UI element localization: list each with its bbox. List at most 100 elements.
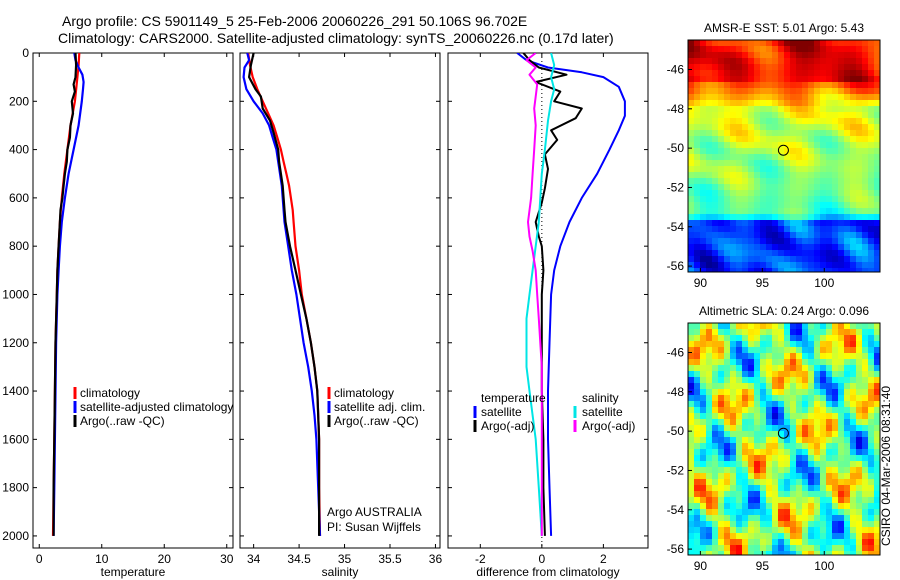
map-cell [718, 64, 724, 70]
map-cell [712, 106, 718, 112]
map-cell [784, 467, 790, 473]
map-cell [688, 208, 694, 214]
map-cell [832, 515, 838, 521]
map-cell [856, 142, 862, 148]
map-cell [856, 94, 862, 100]
map-cell [784, 142, 790, 148]
map-cell [730, 214, 736, 220]
map-cell [796, 527, 802, 533]
map-cell [712, 539, 718, 545]
map-cell [784, 244, 790, 250]
map-cell [862, 88, 868, 94]
map-cell [736, 70, 742, 76]
map-cell [826, 196, 832, 202]
map-cell [868, 130, 874, 136]
map-cell [802, 208, 808, 214]
map-cell [856, 353, 862, 359]
map-cell [820, 467, 826, 473]
map-cell [826, 178, 832, 184]
map-cell [796, 359, 802, 365]
map-cell [766, 515, 772, 521]
map-cell [856, 395, 862, 401]
map-cell [766, 136, 772, 142]
map-cell [832, 262, 838, 268]
map-cell [838, 88, 844, 94]
map-cell [862, 341, 868, 347]
map-cell [742, 533, 748, 539]
map-cell [700, 527, 706, 533]
map-cell [808, 419, 814, 425]
map-cell [820, 353, 826, 359]
y-tick-label: 1600 [2, 432, 29, 446]
map-cell [868, 389, 874, 395]
map-cell [700, 521, 706, 527]
map-cell [838, 136, 844, 142]
map-cell [760, 40, 766, 46]
map-cell [694, 353, 700, 359]
map-cell [712, 166, 718, 172]
map-cell [826, 238, 832, 244]
map-cell [712, 58, 718, 64]
map-cell [718, 94, 724, 100]
temperature-panel: 0 10 20 30020040060080010001200140016001800… [2, 46, 233, 579]
map-cell [844, 377, 850, 383]
map-cell [820, 262, 826, 268]
map-cell [814, 184, 820, 190]
map-cell [754, 238, 760, 244]
map-cell [832, 335, 838, 341]
map-cell [856, 473, 862, 479]
map-cell [706, 329, 712, 335]
map-cell [778, 64, 784, 70]
map-cell [838, 262, 844, 268]
map-cell [718, 142, 724, 148]
map-cell [772, 383, 778, 389]
map-cell [712, 497, 718, 503]
map-cell [844, 335, 850, 341]
map-cell [772, 238, 778, 244]
map-cell [760, 226, 766, 232]
map-cell [820, 323, 826, 329]
map-cell [844, 389, 850, 395]
map-cell [820, 160, 826, 166]
map-cell [856, 455, 862, 461]
map-cell [832, 82, 838, 88]
map-cell [760, 473, 766, 479]
map-cell [808, 232, 814, 238]
map-cell [796, 365, 802, 371]
map-cell [820, 395, 826, 401]
map-cell [838, 335, 844, 341]
map-cell [706, 106, 712, 112]
map-cell [760, 82, 766, 88]
map-cell [850, 220, 856, 226]
map-cell [760, 347, 766, 353]
map-cell [760, 551, 766, 555]
map-cell [766, 184, 772, 190]
map-cell [700, 473, 706, 479]
map-cell [694, 539, 700, 545]
map-cell [718, 124, 724, 130]
map-cell [784, 118, 790, 124]
map-cell [844, 413, 850, 419]
map-cell [706, 485, 712, 491]
map-cell [856, 497, 862, 503]
map-cell [736, 226, 742, 232]
map-cell [856, 491, 862, 497]
map-cell [748, 485, 754, 491]
map-cell [730, 419, 736, 425]
map-cell [874, 196, 880, 202]
map-cell [808, 238, 814, 244]
map-cell [796, 220, 802, 226]
map-cell [796, 383, 802, 389]
map-cell [862, 383, 868, 389]
map-cell [724, 377, 730, 383]
map-cell [802, 383, 808, 389]
x-tick-label: 34 [247, 552, 261, 566]
map-cell [688, 419, 694, 425]
map-cell [706, 40, 712, 46]
map-cell [820, 515, 826, 521]
map-cell [742, 256, 748, 262]
map-cell [850, 112, 856, 118]
map-cell [772, 58, 778, 64]
map-cell [712, 46, 718, 52]
